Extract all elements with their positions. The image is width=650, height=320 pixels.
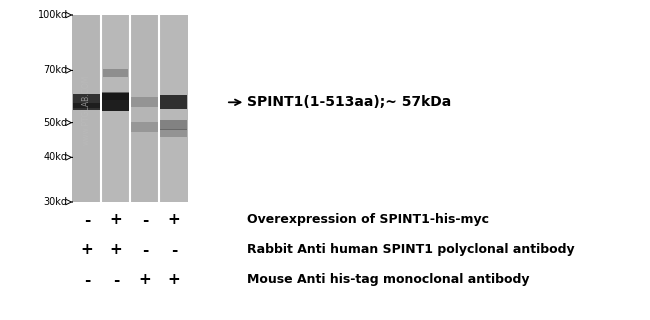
Text: +: + xyxy=(138,273,151,287)
Text: -: - xyxy=(84,273,90,287)
Bar xyxy=(102,93,129,111)
Text: +: + xyxy=(168,212,180,228)
Text: +: + xyxy=(109,243,122,258)
Text: -: - xyxy=(142,212,148,228)
Bar xyxy=(73,103,101,108)
Bar xyxy=(73,94,101,110)
Bar xyxy=(131,97,159,107)
Text: SPINT1(1-513aa);~ 57kDa: SPINT1(1-513aa);~ 57kDa xyxy=(247,95,452,109)
Text: Mouse Anti his-tag monoclonal antibody: Mouse Anti his-tag monoclonal antibody xyxy=(247,274,530,286)
Bar xyxy=(161,120,187,130)
Text: -: - xyxy=(171,243,177,258)
Text: +: + xyxy=(81,243,94,258)
Text: www.PTGLAB.COM: www.PTGLAB.COM xyxy=(82,75,91,145)
Text: Rabbit Anti human SPINT1 polyclonal antibody: Rabbit Anti human SPINT1 polyclonal anti… xyxy=(247,244,575,257)
Text: 30kd: 30kd xyxy=(44,197,68,207)
Bar xyxy=(72,15,101,202)
Bar xyxy=(102,92,129,100)
Bar xyxy=(131,122,159,132)
Bar xyxy=(103,69,129,77)
Text: 100kd: 100kd xyxy=(38,10,68,20)
Bar xyxy=(159,15,188,202)
Text: +: + xyxy=(109,212,122,228)
Text: 40kd: 40kd xyxy=(44,152,68,162)
Bar xyxy=(161,129,187,137)
Text: -: - xyxy=(84,212,90,228)
Bar xyxy=(161,95,187,109)
Text: Overexpression of SPINT1-his-myc: Overexpression of SPINT1-his-myc xyxy=(247,213,489,227)
Text: -: - xyxy=(112,273,119,287)
Text: 50kd: 50kd xyxy=(44,118,68,128)
Bar xyxy=(131,15,159,202)
Text: +: + xyxy=(168,273,180,287)
Text: 70kd: 70kd xyxy=(44,65,68,76)
Text: -: - xyxy=(142,243,148,258)
Bar xyxy=(101,15,131,202)
